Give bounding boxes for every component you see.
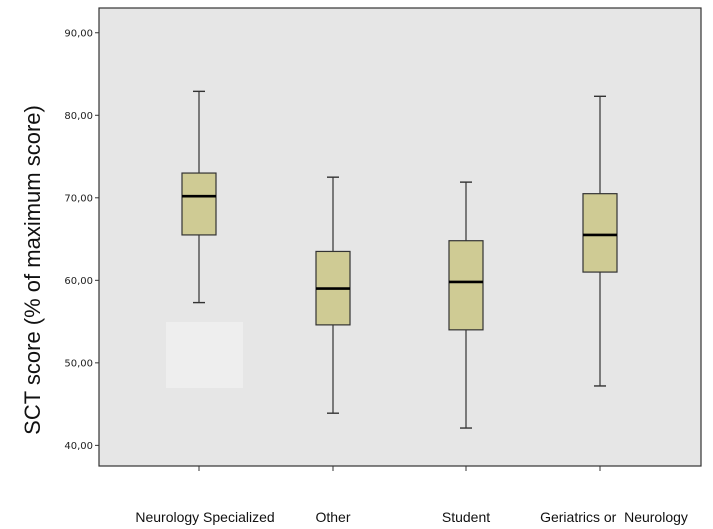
- x-axis: Neurology Specialized Other Student Geriatr…: [135, 466, 688, 525]
- legend-placeholder-patch: [166, 322, 243, 388]
- box-group: [181, 90, 217, 304]
- iqr-box: [181, 172, 217, 236]
- x-tick-label: Geriatrics or Neurology: [540, 509, 688, 525]
- y-tick-label: 70,00: [64, 193, 93, 204]
- y-tick-label: 40,00: [64, 441, 93, 452]
- box-group: [582, 95, 618, 387]
- y-axis: 40,00 50,00 60,00 70,00 80,00 90,00: [64, 28, 99, 452]
- iqr-box: [448, 240, 484, 331]
- boxes-layer: [181, 90, 618, 429]
- y-tick-label: 80,00: [64, 111, 93, 122]
- x-tick-label: Student: [442, 509, 490, 525]
- y-tick-label: 60,00: [64, 276, 93, 287]
- y-tick-label: 50,00: [64, 358, 93, 369]
- box-group: [448, 181, 484, 429]
- y-tick-label: 90,00: [64, 28, 93, 39]
- y-axis-title: SCT score (% of maximum score): [20, 105, 45, 435]
- box-group: [315, 176, 351, 414]
- x-tick-label: Other: [315, 509, 350, 525]
- iqr-box: [582, 193, 618, 273]
- x-tick-label: Neurology Specialized: [135, 509, 274, 525]
